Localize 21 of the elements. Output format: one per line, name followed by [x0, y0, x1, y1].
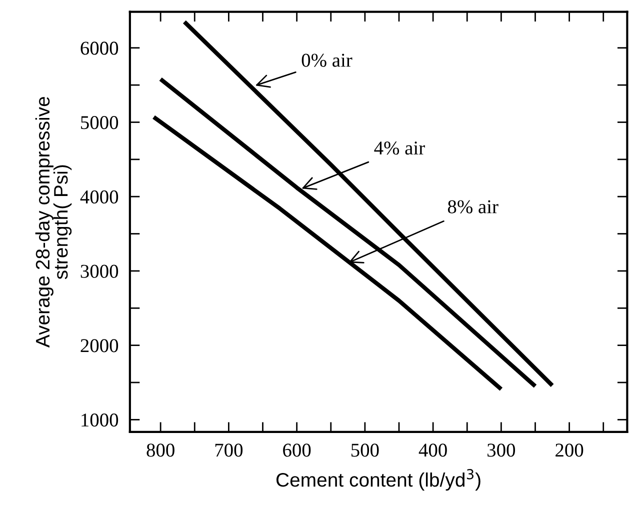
y-tick-label: 2000 — [80, 339, 118, 352]
annotation: 4% air — [374, 141, 425, 155]
annotation: 8% air — [448, 200, 498, 214]
y-tick-label: 6000 — [80, 42, 118, 55]
line-series — [182, 20, 554, 388]
x-tick-label: 500 — [351, 444, 379, 457]
annotation: 0% air — [302, 54, 352, 67]
y-tick-label: 4000 — [80, 190, 118, 204]
y-tick-label: 1000 — [82, 413, 118, 427]
x-tick-label: 600 — [283, 444, 311, 457]
line-series — [152, 114, 504, 392]
x-tick-label: 800 — [146, 444, 174, 457]
y-tick-label: 5000 — [81, 116, 118, 130]
x-tick-label: 300 — [488, 444, 516, 457]
x-tick-label: 400 — [418, 444, 447, 457]
y-tick-label: 3000 — [80, 264, 118, 278]
x-tick-label: 200 — [556, 444, 584, 457]
x-axis-title: Cement content (lb/yd$^{3}$) — [276, 469, 480, 491]
x-tick-label: 700 — [215, 444, 243, 457]
line-series — [158, 77, 538, 388]
y-axis-title: Average 28-day compressive strength( Psi) — [35, 96, 72, 348]
